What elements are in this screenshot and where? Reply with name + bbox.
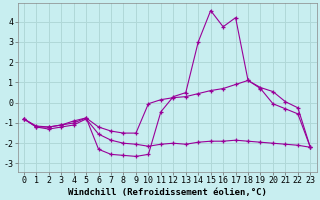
X-axis label: Windchill (Refroidissement éolien,°C): Windchill (Refroidissement éolien,°C) bbox=[68, 188, 267, 197]
